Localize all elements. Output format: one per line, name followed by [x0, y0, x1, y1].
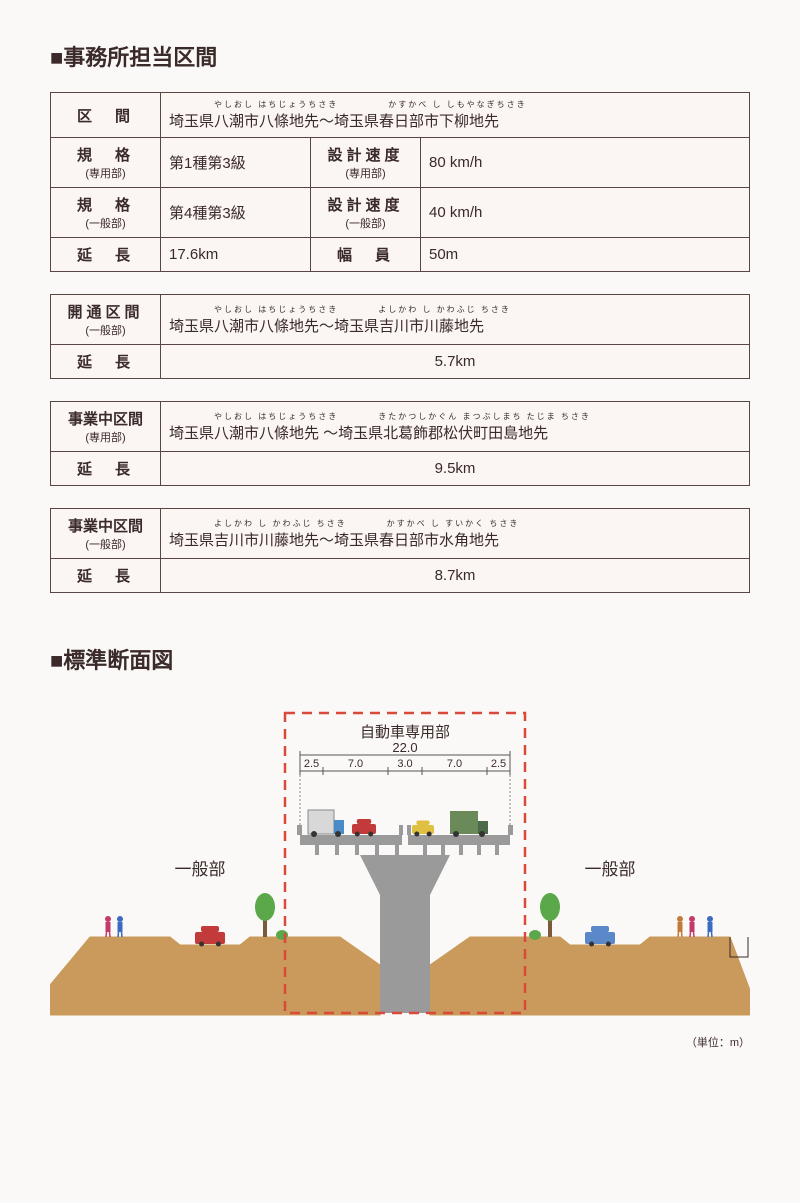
table-row: 事業中区間(一般部) よしかわ し かわふじ ちさき かすかべ し すいかく ち… — [51, 509, 750, 559]
svg-text:2.5: 2.5 — [304, 758, 319, 770]
cell-label: 事業中区間(専用部) — [51, 402, 161, 452]
cell-label: 延 長 — [51, 559, 161, 593]
cell-label: 延 長 — [51, 452, 161, 486]
label-sub: (専用部) — [59, 165, 152, 181]
cell-label: 延 長 — [51, 345, 161, 379]
table-row: 区 間 やしおし はちじょうちさき かすかべ し しもやなぎちさき 埼玉県八潮市… — [51, 93, 750, 138]
svg-text:7.0: 7.0 — [447, 758, 462, 770]
spec-table-3: 事業中区間(専用部) やしおし はちじょうちさき きたかつしかぐん まつぶしまち… — [50, 401, 750, 486]
svg-text:3.0: 3.0 — [397, 758, 412, 770]
cell-value: 40 km/h — [421, 188, 750, 238]
label-sub: (専用部) — [319, 165, 412, 181]
cell-label: 幅 員 — [311, 238, 421, 272]
spec-table-1: 区 間 やしおし はちじょうちさき かすかべ し しもやなぎちさき 埼玉県八潮市… — [50, 92, 750, 272]
ruby-text: よしかわ し かわふじ ちさき かすかべ し すいかく ちさき — [169, 518, 741, 529]
table-row: 延 長 9.5km — [51, 452, 750, 486]
unit-note: （単位：m） — [50, 1034, 750, 1050]
cell-value: 50m — [421, 238, 750, 272]
label-sub: (専用部) — [59, 429, 152, 445]
table-row: 延 長 8.7km — [51, 559, 750, 593]
cell-text: 埼玉県八潮市八條地先 ～埼玉県北葛飾郡松伏町田島地先 — [169, 425, 548, 442]
svg-text:一般部: 一般部 — [175, 860, 226, 879]
label-text: 規 格 — [77, 147, 134, 164]
cell-label: 事業中区間(一般部) — [51, 509, 161, 559]
svg-text:自動車専用部: 自動車専用部 — [360, 724, 450, 741]
svg-text:一般部: 一般部 — [585, 860, 636, 879]
cross-section-diagram: 22.0自動車専用部 2.5 7.0 3.0 7.0 2.5 一般部 一般部 — [50, 695, 750, 1030]
table-row: 事業中区間(専用部) やしおし はちじょうちさき きたかつしかぐん まつぶしまち… — [51, 402, 750, 452]
cell-label: 規 格(専用部) — [51, 138, 161, 188]
cell-text: 埼玉県八潮市八條地先～埼玉県春日部市下柳地先 — [169, 113, 499, 130]
svg-text:22.0: 22.0 — [392, 740, 417, 755]
svg-text:7.0: 7.0 — [348, 758, 363, 770]
cell-value: 第4種第3級 — [161, 188, 311, 238]
spec-table-2: 開通区間(一般部) やしおし はちじょうちさき よしかわ し かわふじ ちさき … — [50, 294, 750, 379]
cell-value: 17.6km — [161, 238, 311, 272]
label-sub: (一般部) — [59, 322, 152, 338]
section1-title: ■事務所担当区間 — [50, 40, 750, 72]
ruby-text: やしおし はちじょうちさき よしかわ し かわふじ ちさき — [169, 304, 741, 315]
label-sub: (一般部) — [59, 536, 152, 552]
label-sub: (一般部) — [59, 215, 152, 231]
cell-value: 第1種第3級 — [161, 138, 311, 188]
cell-value: 80 km/h — [421, 138, 750, 188]
table-row: 規 格(一般部) 第4種第3級 設計速度(一般部) 40 km/h — [51, 188, 750, 238]
cell-value: 8.7km — [161, 559, 750, 593]
cell-label: 規 格(一般部) — [51, 188, 161, 238]
cell-value: やしおし はちじょうちさき きたかつしかぐん まつぶしまち たじま ちさき 埼玉… — [161, 402, 750, 452]
label-text: 設計速度 — [327, 197, 403, 214]
cell-text: 埼玉県吉川市川藤地先～埼玉県春日部市水角地先 — [169, 532, 499, 549]
cell-label: 区 間 — [51, 93, 161, 138]
table-row: 延 長 5.7km — [51, 345, 750, 379]
section2-title: ■標準断面図 — [50, 643, 750, 675]
cell-text: 埼玉県八潮市八條地先～埼玉県吉川市川藤地先 — [169, 318, 484, 335]
svg-text:2.5: 2.5 — [491, 758, 506, 770]
cell-label: 開通区間(一般部) — [51, 295, 161, 345]
ruby-text: やしおし はちじょうちさき きたかつしかぐん まつぶしまち たじま ちさき — [169, 411, 741, 422]
ruby-text: やしおし はちじょうちさき かすかべ し しもやなぎちさき — [169, 99, 741, 110]
cell-value: やしおし はちじょうちさき かすかべ し しもやなぎちさき 埼玉県八潮市八條地先… — [161, 93, 750, 138]
label-text: 開通区間 — [67, 304, 143, 321]
table-row: 開通区間(一般部) やしおし はちじょうちさき よしかわ し かわふじ ちさき … — [51, 295, 750, 345]
cell-value: 5.7km — [161, 345, 750, 379]
label-text: 事業中区間 — [68, 411, 143, 428]
label-text: 設計速度 — [327, 147, 403, 164]
table-row: 規 格(専用部) 第1種第3級 設計速度(専用部) 80 km/h — [51, 138, 750, 188]
label-text: 規 格 — [77, 197, 134, 214]
cell-value: よしかわ し かわふじ ちさき かすかべ し すいかく ちさき 埼玉県吉川市川藤… — [161, 509, 750, 559]
label-sub: (一般部) — [319, 215, 412, 231]
cell-label: 設計速度(専用部) — [311, 138, 421, 188]
spec-table-4: 事業中区間(一般部) よしかわ し かわふじ ちさき かすかべ し すいかく ち… — [50, 508, 750, 593]
cell-value: 9.5km — [161, 452, 750, 486]
cell-label: 延 長 — [51, 238, 161, 272]
cell-label: 設計速度(一般部) — [311, 188, 421, 238]
cell-value: やしおし はちじょうちさき よしかわ し かわふじ ちさき 埼玉県八潮市八條地先… — [161, 295, 750, 345]
label-text: 事業中区間 — [68, 518, 143, 535]
table-row: 延 長 17.6km 幅 員 50m — [51, 238, 750, 272]
